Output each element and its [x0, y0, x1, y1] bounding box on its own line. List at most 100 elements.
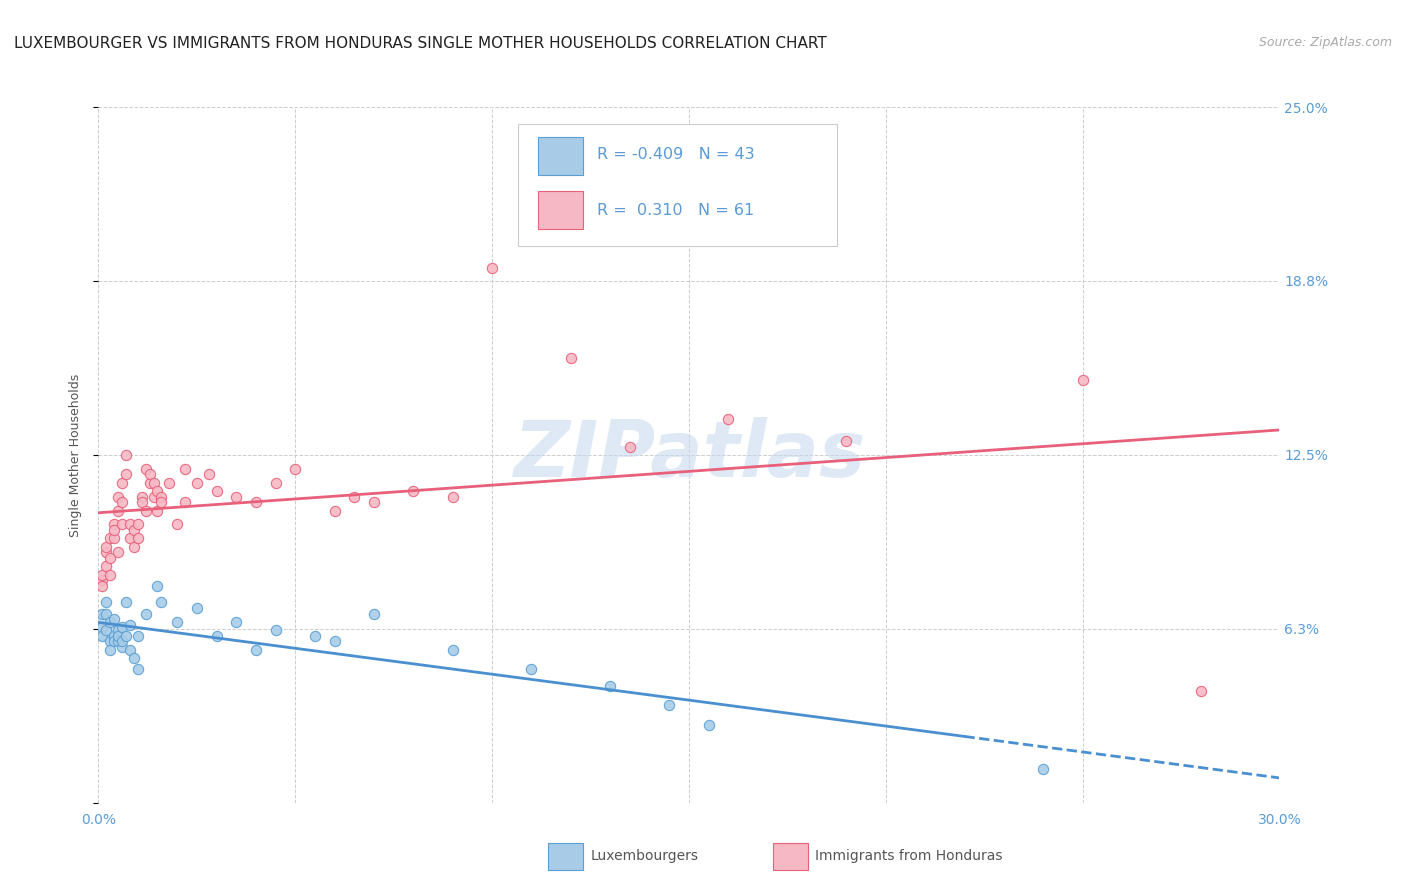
- Point: [323, 634, 346, 648]
- FancyBboxPatch shape: [537, 191, 582, 229]
- Point: [135, 462, 157, 476]
- Point: [122, 540, 145, 554]
- Point: [115, 467, 138, 482]
- Point: [98, 642, 121, 657]
- Point: [115, 595, 138, 609]
- Point: [138, 475, 160, 490]
- Text: ZIPatlas: ZIPatlas: [513, 417, 865, 493]
- Point: [174, 462, 197, 476]
- Point: [103, 612, 125, 626]
- Point: [127, 517, 149, 532]
- Point: [111, 634, 134, 648]
- Point: [107, 503, 129, 517]
- Point: [103, 532, 125, 546]
- Point: [96, 545, 118, 559]
- Point: [481, 261, 503, 276]
- Point: [166, 517, 188, 532]
- Point: [98, 532, 121, 546]
- Point: [205, 629, 228, 643]
- Point: [91, 620, 114, 634]
- Point: [150, 490, 173, 504]
- Point: [146, 484, 169, 499]
- Point: [118, 642, 141, 657]
- Point: [98, 634, 121, 648]
- Point: [174, 495, 197, 509]
- Point: [658, 698, 681, 713]
- Point: [135, 607, 157, 621]
- Point: [111, 640, 134, 654]
- Point: [166, 615, 188, 629]
- Point: [91, 629, 114, 643]
- Text: R =  0.310   N = 61: R = 0.310 N = 61: [596, 202, 754, 218]
- Point: [245, 495, 267, 509]
- Point: [111, 495, 134, 509]
- Point: [118, 517, 141, 532]
- Point: [146, 503, 169, 517]
- Point: [91, 573, 114, 587]
- Point: [245, 642, 267, 657]
- Point: [1032, 763, 1054, 777]
- Point: [264, 475, 287, 490]
- Y-axis label: Single Mother Households: Single Mother Households: [69, 373, 82, 537]
- Point: [96, 607, 118, 621]
- Point: [441, 490, 464, 504]
- Point: [127, 532, 149, 546]
- Point: [142, 490, 165, 504]
- Text: Luxembourgers: Luxembourgers: [591, 849, 699, 863]
- Point: [103, 517, 125, 532]
- Point: [150, 595, 173, 609]
- Point: [323, 503, 346, 517]
- Point: [146, 579, 169, 593]
- Point: [1189, 684, 1212, 698]
- Point: [135, 503, 157, 517]
- Point: [131, 490, 153, 504]
- Point: [96, 624, 118, 638]
- Point: [599, 679, 621, 693]
- Point: [91, 620, 114, 634]
- Point: [103, 634, 125, 648]
- Point: [118, 532, 141, 546]
- Point: [115, 629, 138, 643]
- Point: [107, 624, 129, 638]
- Point: [127, 629, 149, 643]
- Point: [441, 642, 464, 657]
- Point: [186, 475, 208, 490]
- Point: [225, 615, 247, 629]
- Point: [717, 411, 740, 425]
- Point: [98, 550, 121, 565]
- Point: [107, 545, 129, 559]
- Point: [225, 490, 247, 504]
- Text: LUXEMBOURGER VS IMMIGRANTS FROM HONDURAS SINGLE MOTHER HOUSEHOLDS CORRELATION CH: LUXEMBOURGER VS IMMIGRANTS FROM HONDURAS…: [14, 36, 827, 51]
- Point: [111, 517, 134, 532]
- Point: [96, 595, 118, 609]
- Point: [264, 624, 287, 638]
- Text: Immigrants from Honduras: Immigrants from Honduras: [815, 849, 1002, 863]
- Point: [91, 607, 114, 621]
- Point: [1071, 373, 1094, 387]
- Point: [619, 440, 641, 454]
- Point: [98, 615, 121, 629]
- Point: [96, 559, 118, 574]
- Point: [91, 567, 114, 582]
- Point: [91, 579, 114, 593]
- Point: [697, 718, 720, 732]
- Point: [205, 484, 228, 499]
- Point: [142, 475, 165, 490]
- Point: [835, 434, 858, 448]
- Point: [111, 620, 134, 634]
- FancyBboxPatch shape: [537, 137, 582, 175]
- Point: [186, 601, 208, 615]
- Point: [343, 490, 366, 504]
- Point: [111, 475, 134, 490]
- Point: [107, 629, 129, 643]
- Point: [122, 523, 145, 537]
- Point: [363, 607, 385, 621]
- Point: [131, 495, 153, 509]
- Point: [138, 467, 160, 482]
- Point: [103, 523, 125, 537]
- Point: [118, 617, 141, 632]
- Text: R = -0.409   N = 43: R = -0.409 N = 43: [596, 147, 755, 161]
- Point: [115, 448, 138, 462]
- Point: [363, 495, 385, 509]
- Point: [560, 351, 582, 365]
